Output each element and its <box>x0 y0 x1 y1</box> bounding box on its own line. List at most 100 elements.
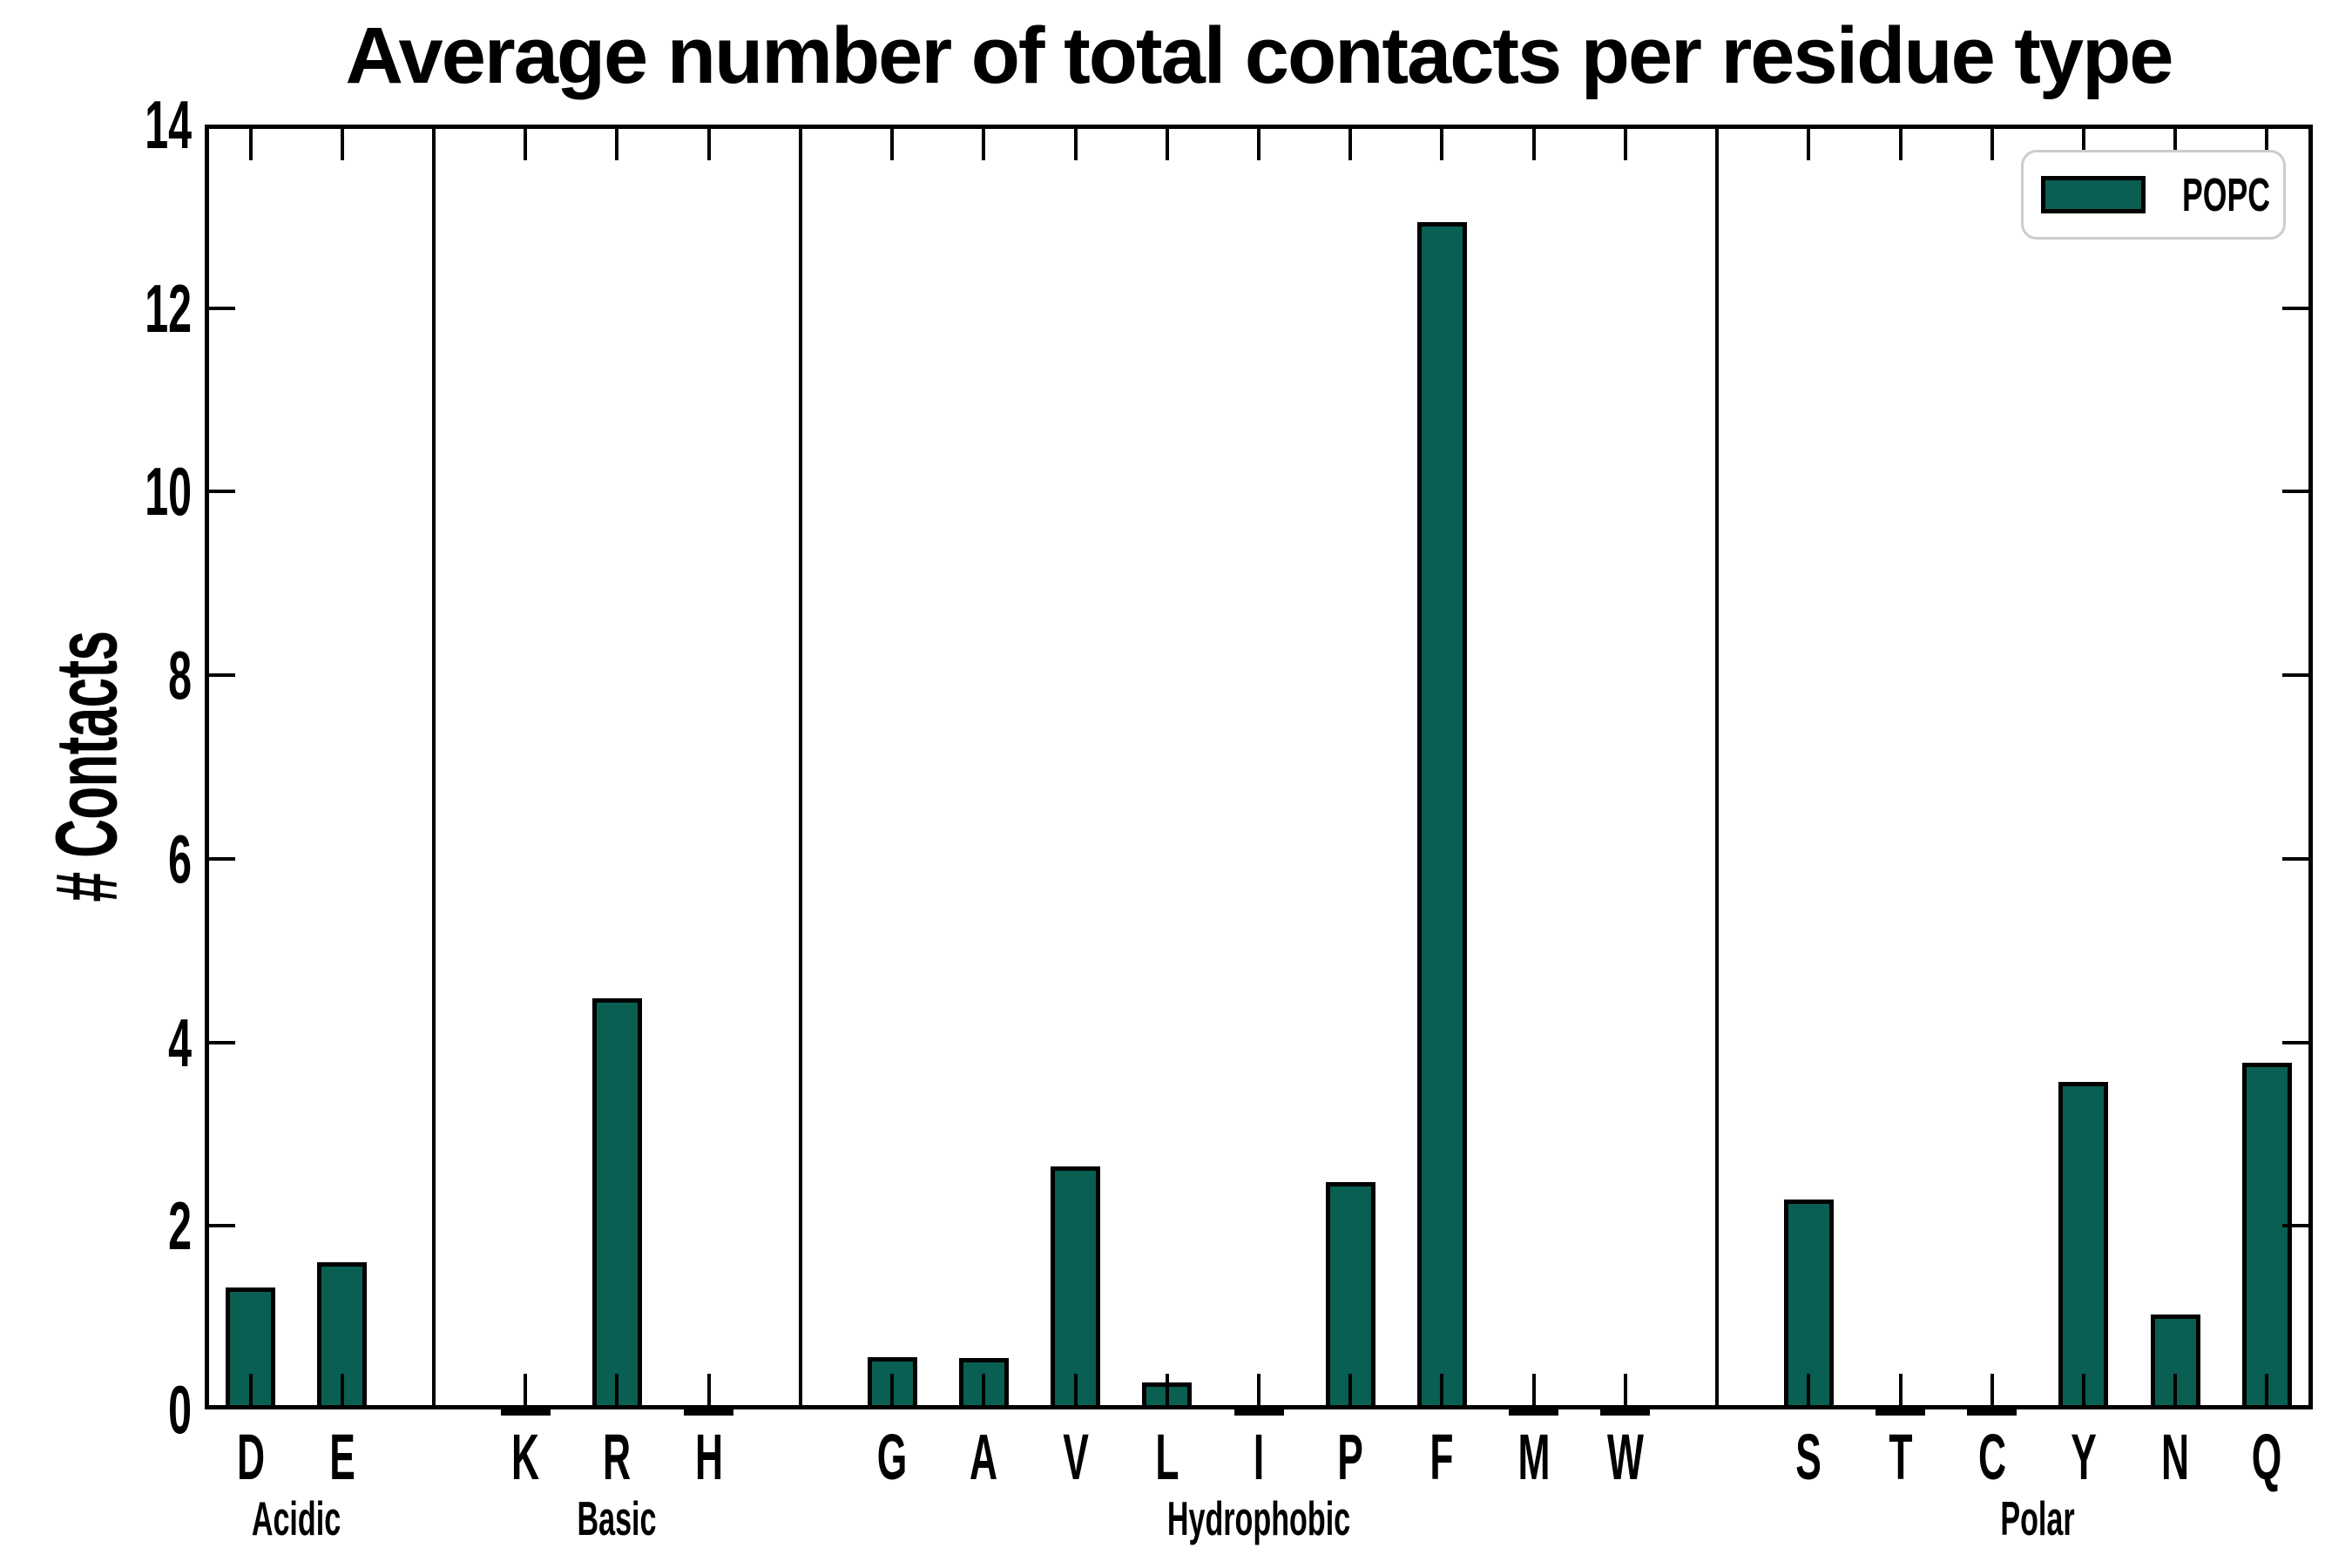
x-tick-bottom <box>1807 1374 1811 1405</box>
group-label-hydrophobic: Hydrophobic <box>1166 1491 1351 1545</box>
bar-I <box>1233 1406 1284 1416</box>
x-tick-label-C: C <box>1977 1421 2006 1493</box>
x-tick-label-I: I <box>1253 1421 1265 1493</box>
x-tick-top <box>2265 129 2269 160</box>
x-tick-top <box>982 129 986 160</box>
x-tick-bottom <box>982 1374 986 1405</box>
bar-F <box>1416 221 1467 1409</box>
bar-W <box>1600 1406 1651 1416</box>
x-tick-top <box>1073 129 1078 160</box>
group-separator <box>798 125 802 1409</box>
y-tick-left <box>209 1040 235 1044</box>
x-tick-label-N: N <box>2161 1421 2190 1493</box>
y-tick-right <box>2282 1040 2308 1044</box>
x-tick-top <box>1990 129 1994 160</box>
bar-T <box>1876 1406 1926 1416</box>
x-tick-label-Y: Y <box>2071 1421 2097 1493</box>
bar-C <box>1967 1406 2017 1416</box>
y-tick-left <box>209 673 235 678</box>
bar-Q <box>2241 1062 2292 1409</box>
x-tick-label-R: R <box>603 1421 632 1493</box>
x-tick-label-Q: Q <box>2252 1421 2282 1493</box>
x-tick-label-H: H <box>694 1421 723 1493</box>
x-tick-bottom <box>2173 1374 2178 1405</box>
x-tick-label-S: S <box>1795 1421 1822 1493</box>
y-tick-right <box>2282 856 2308 861</box>
y-tick-label: 8 <box>168 637 192 714</box>
plot-area <box>205 125 2313 1409</box>
x-tick-bottom <box>615 1374 619 1405</box>
x-tick-top <box>1623 129 1627 160</box>
y-tick-right <box>2282 490 2308 494</box>
x-tick-bottom <box>2081 1374 2085 1405</box>
x-tick-bottom <box>1257 1374 1260 1405</box>
x-tick-top <box>706 129 711 160</box>
y-tick-left <box>209 490 235 494</box>
x-tick-bottom <box>1531 1374 1536 1405</box>
x-tick-bottom <box>1898 1374 1903 1405</box>
y-tick-label: 6 <box>168 820 192 897</box>
x-tick-top <box>340 129 344 160</box>
chart-title: Average number of total contacts per res… <box>345 11 2174 100</box>
y-tick-right <box>2282 1224 2308 1228</box>
group-separator <box>1715 125 1720 1409</box>
x-tick-bottom <box>1073 1374 1078 1405</box>
x-tick-label-F: F <box>1429 1421 1454 1493</box>
x-tick-top <box>248 129 253 160</box>
x-tick-label-V: V <box>1062 1421 1089 1493</box>
group-label-polar: Polar <box>2000 1491 2075 1545</box>
y-tick-label: 14 <box>145 86 192 163</box>
x-tick-label-M: M <box>1517 1421 1551 1493</box>
legend: POPC <box>2021 150 2286 240</box>
x-tick-bottom <box>1623 1374 1627 1405</box>
x-tick-top <box>615 129 619 160</box>
bar-M <box>1509 1406 1559 1416</box>
bar-N <box>2150 1315 2200 1409</box>
y-tick-label: 4 <box>168 1004 192 1081</box>
x-tick-top <box>1257 129 1260 160</box>
x-tick-top <box>1348 129 1353 160</box>
y-tick-right <box>2282 673 2308 678</box>
y-tick-left <box>209 1224 235 1228</box>
x-tick-label-K: K <box>511 1421 540 1493</box>
x-tick-top <box>1898 129 1903 160</box>
bar-V <box>1051 1166 1101 1409</box>
x-tick-bottom <box>1440 1374 1444 1405</box>
x-tick-top <box>1807 129 1811 160</box>
bar-R <box>591 998 642 1409</box>
y-tick-label: 0 <box>168 1371 192 1448</box>
bar-K <box>500 1406 551 1416</box>
x-tick-label-W: W <box>1606 1421 1644 1493</box>
x-tick-bottom <box>1990 1374 1994 1405</box>
x-tick-bottom <box>2265 1374 2269 1405</box>
y-tick-right <box>2282 306 2308 310</box>
x-tick-top <box>524 129 528 160</box>
x-tick-label-G: G <box>876 1421 908 1493</box>
y-tick-label: 2 <box>168 1187 192 1265</box>
bar-P <box>1325 1181 1375 1409</box>
y-tick-label: 12 <box>145 269 192 347</box>
y-tick-label: 10 <box>145 453 192 531</box>
x-tick-top <box>890 129 895 160</box>
legend-swatch-popc <box>2041 176 2146 213</box>
x-tick-label-E: E <box>329 1421 355 1493</box>
y-tick-left <box>209 306 235 310</box>
bar-H <box>684 1406 734 1416</box>
x-tick-top <box>1440 129 1444 160</box>
group-separator <box>432 125 436 1409</box>
x-tick-bottom <box>890 1374 895 1405</box>
x-tick-label-A: A <box>970 1421 998 1493</box>
x-tick-bottom <box>248 1374 253 1405</box>
x-tick-top <box>2173 129 2178 160</box>
x-tick-bottom <box>524 1374 528 1405</box>
x-tick-bottom <box>706 1374 711 1405</box>
group-label-basic: Basic <box>577 1491 657 1545</box>
x-tick-label-P: P <box>1337 1421 1364 1493</box>
x-tick-bottom <box>1165 1374 1169 1405</box>
bar-Y <box>2058 1081 2109 1409</box>
x-tick-top <box>1165 129 1169 160</box>
x-tick-bottom <box>340 1374 344 1405</box>
x-tick-top <box>1531 129 1536 160</box>
